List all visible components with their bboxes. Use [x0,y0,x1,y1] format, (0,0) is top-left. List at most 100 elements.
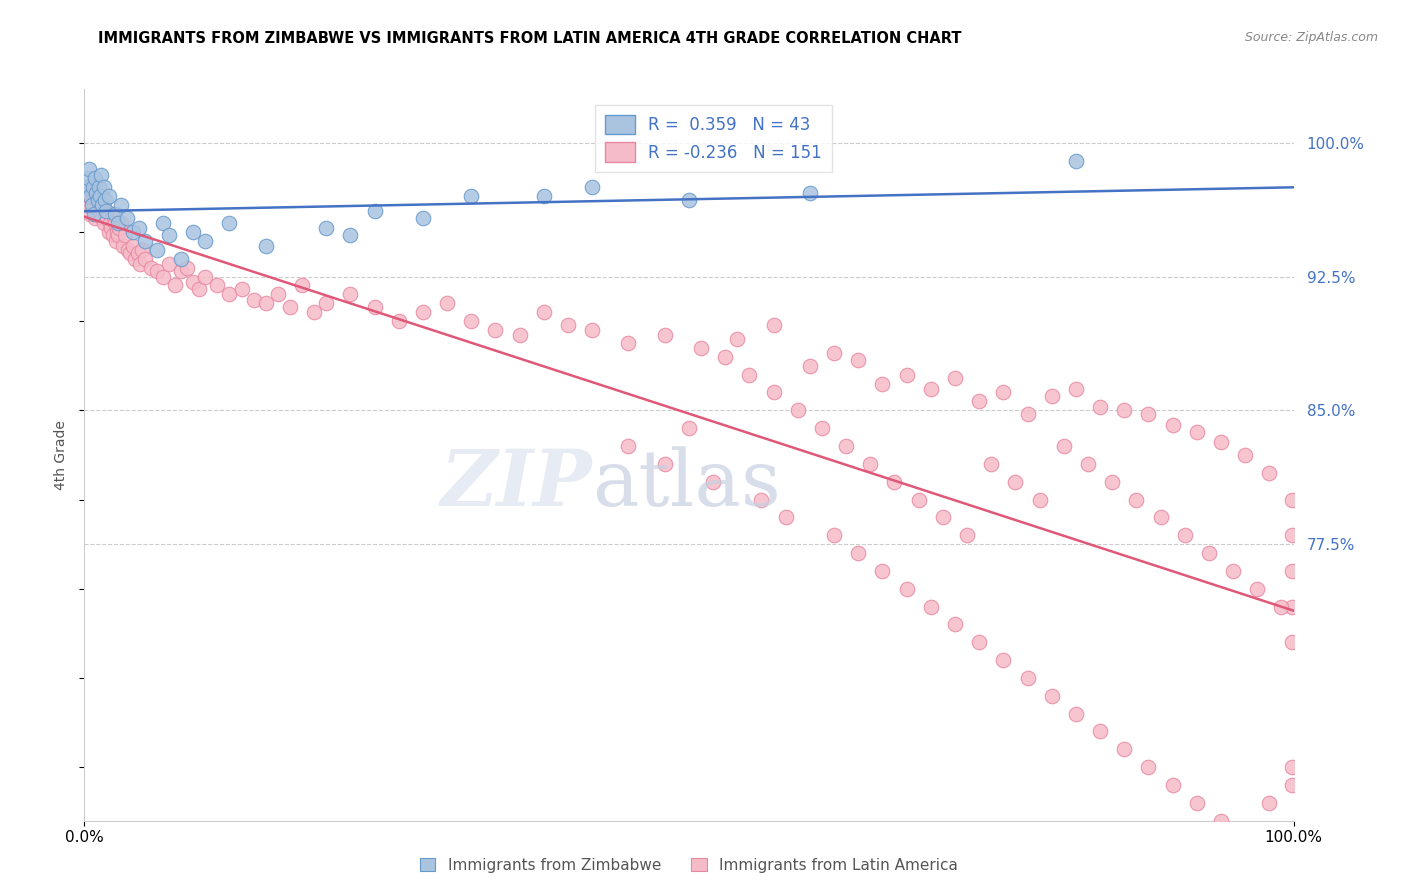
Point [181,225,204,239]
Point [1198,546,1220,560]
Point [581,323,603,337]
Point [121,225,143,239]
Point [76,198,98,212]
Point [943,371,966,385]
Point [84,211,107,225]
Point [267,287,290,301]
Point [108,221,131,235]
Point [412,211,434,225]
Point [120,246,142,260]
Point [152,269,174,284]
Point [104,216,127,230]
Point [1161,778,1184,792]
Point [1064,706,1087,721]
Point [80,193,103,207]
Point [254,296,277,310]
Point [114,228,136,243]
Point [291,278,314,293]
Point [152,216,174,230]
Point [581,180,603,194]
Point [654,457,676,471]
Point [170,252,193,266]
Text: Source: ZipAtlas.com: Source: ZipAtlas.com [1244,31,1378,45]
Point [87,193,110,207]
Point [146,243,169,257]
Point [1281,492,1303,507]
Point [920,382,942,396]
Point [188,282,211,296]
Point [1114,742,1136,756]
Point [859,457,882,471]
Point [775,510,797,524]
Point [89,189,111,203]
Point [146,264,169,278]
Point [617,439,640,453]
Point [218,287,240,301]
Point [90,168,112,182]
Point [678,193,700,207]
Text: IMMIGRANTS FROM ZIMBABWE VS IMMIGRANTS FROM LATIN AMERICA 4TH GRADE CORRELATION : IMMIGRANTS FROM ZIMBABWE VS IMMIGRANTS F… [98,31,962,46]
Point [1281,599,1303,614]
Point [117,243,139,257]
Point [94,207,117,221]
Point [1028,492,1050,507]
Point [207,278,229,293]
Point [128,221,150,235]
Point [110,216,132,230]
Text: atlas: atlas [592,446,780,522]
Point [1040,689,1063,703]
Point [1234,831,1257,846]
Point [896,368,918,382]
Point [139,260,162,275]
Point [96,211,118,225]
Point [100,221,122,235]
Point [129,257,152,271]
Point [339,228,361,243]
Point [436,296,458,310]
Point [91,198,114,212]
Point [94,203,117,218]
Point [77,162,100,177]
Point [1040,389,1063,403]
Point [943,617,966,632]
Point [112,239,135,253]
Point [121,239,143,253]
Point [1234,448,1257,462]
Point [896,582,918,596]
Point [533,305,555,319]
Point [1209,435,1232,450]
Point [725,332,748,346]
Point [1114,403,1136,417]
Point [194,269,217,284]
Point [690,341,713,355]
Point [1125,492,1147,507]
Point [509,328,531,343]
Point [83,198,105,212]
Point [218,216,240,230]
Point [1053,439,1076,453]
Point [786,403,808,417]
Point [104,234,127,248]
Point [1246,582,1268,596]
Point [93,216,115,230]
Point [1077,457,1099,471]
Point [254,239,277,253]
Point [181,275,204,289]
Point [1064,153,1087,168]
Point [799,186,821,200]
Point [1161,417,1184,432]
Point [82,186,104,200]
Point [339,287,361,301]
Point [302,305,325,319]
Point [762,385,785,400]
Point [811,421,834,435]
Point [115,211,138,225]
Point [84,171,107,186]
Point [738,368,761,382]
Point [110,198,132,212]
Y-axis label: 4th Grade: 4th Grade [55,420,69,490]
Point [124,252,146,266]
Point [80,198,103,212]
Point [1101,475,1123,489]
Point [105,225,128,239]
